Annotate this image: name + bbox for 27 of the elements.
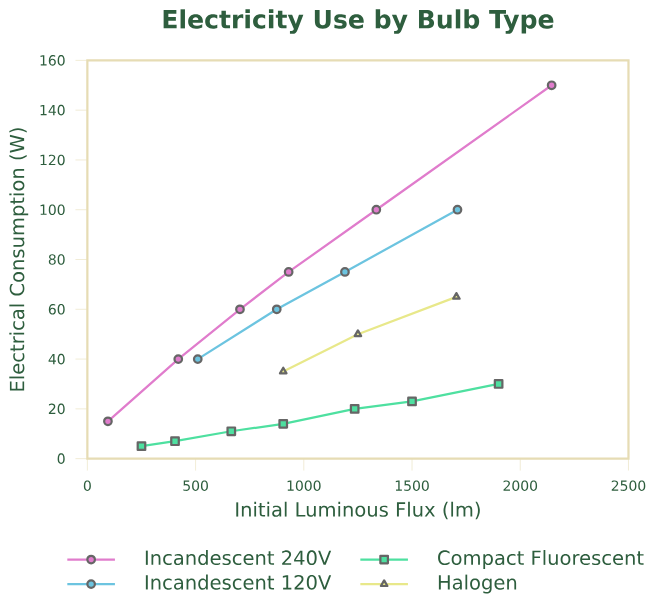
y-axis-title: Electrical Consumption (W) <box>9 127 29 391</box>
point <box>192 353 203 364</box>
x-axis-title: Initial Luminous Flux (lm) <box>236 501 480 519</box>
point <box>493 378 504 389</box>
point <box>407 396 417 406</box>
point <box>546 80 557 90</box>
legend-label: Incandescent 120V <box>145 574 332 590</box>
point <box>103 416 113 426</box>
point <box>173 353 184 364</box>
point <box>170 435 180 446</box>
point <box>452 204 463 215</box>
point <box>452 291 461 300</box>
point <box>271 304 282 314</box>
legend-label: Incandescent 240V <box>145 549 332 565</box>
point <box>340 266 350 277</box>
point <box>235 304 245 314</box>
point <box>353 328 363 337</box>
chart-title: Electricity Use by Bulb Type <box>163 8 554 34</box>
point <box>283 266 294 277</box>
point <box>136 440 147 451</box>
point <box>278 418 289 429</box>
point <box>349 403 360 414</box>
legend-label: Compact Fluorescent <box>438 549 644 569</box>
legend-label: Halogen <box>438 574 517 594</box>
point <box>226 426 237 436</box>
point <box>278 366 288 375</box>
point <box>371 204 382 215</box>
